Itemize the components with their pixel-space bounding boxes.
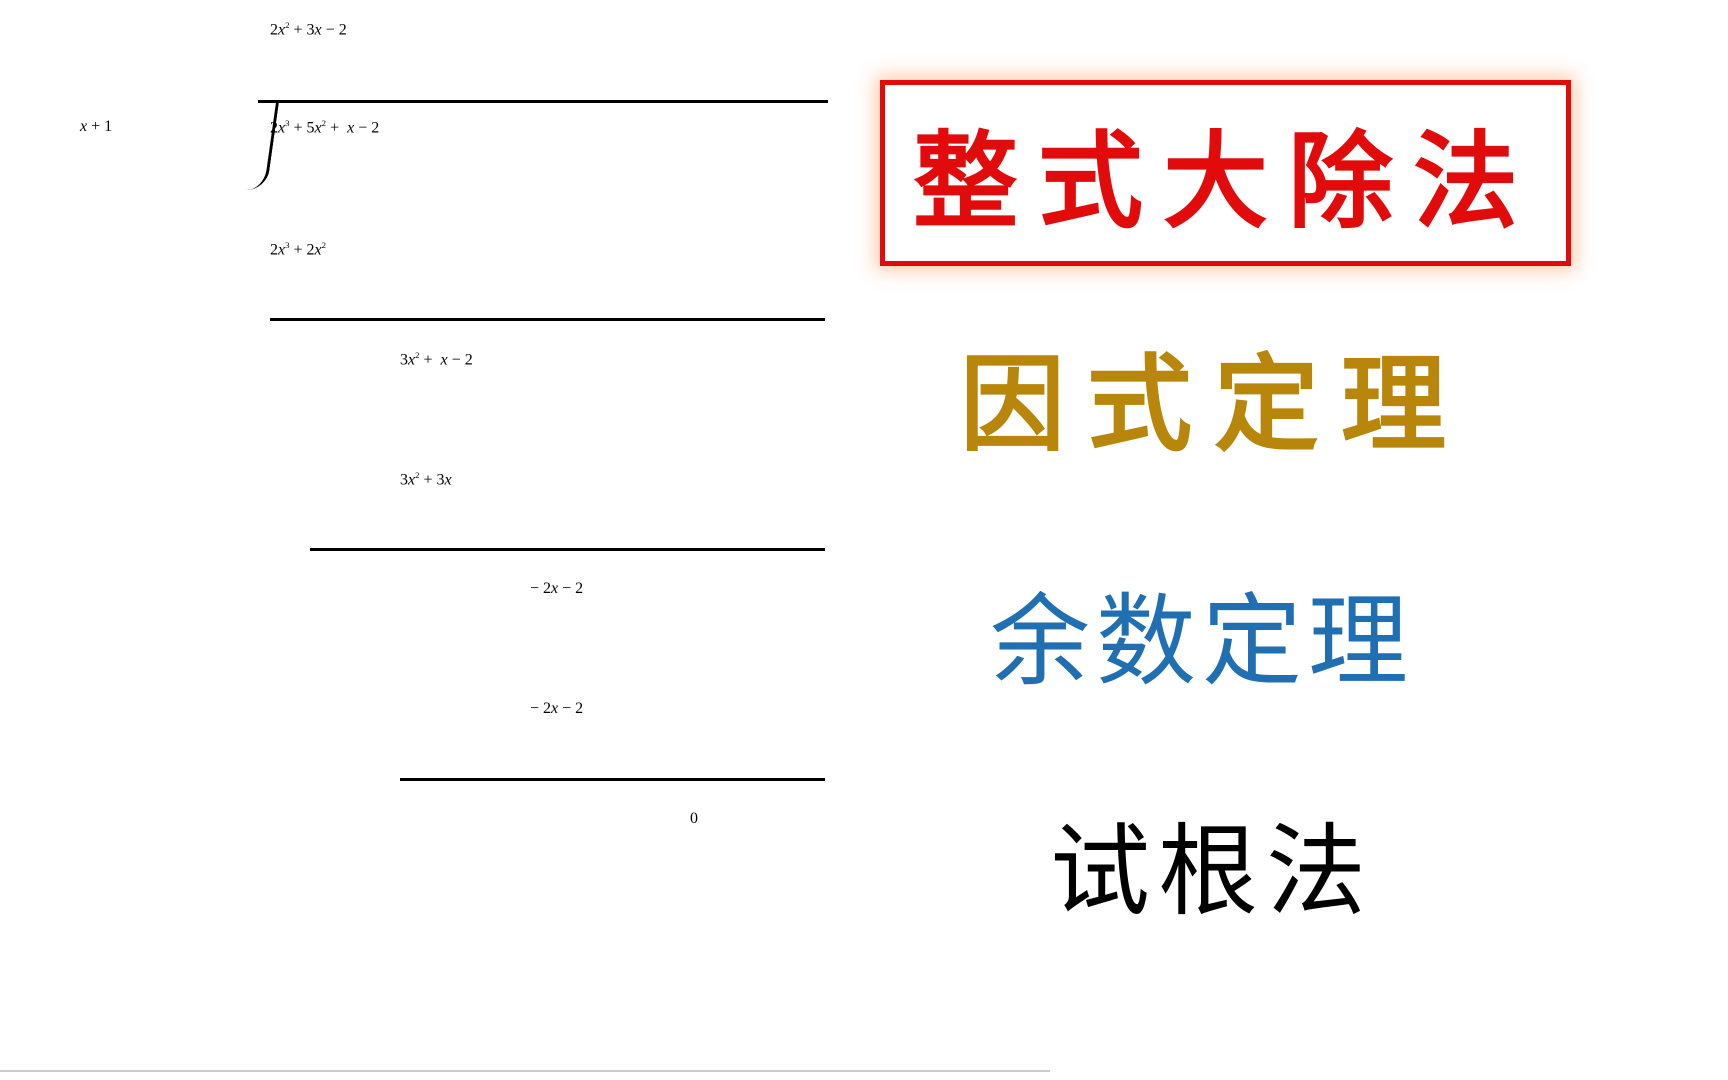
- step-4: − 2x − 2: [530, 580, 583, 598]
- rule-line-2: [310, 548, 825, 551]
- rule-line-3b: [400, 778, 825, 781]
- footer-rule: [0, 1070, 1050, 1072]
- title-rational-root-test: 试根法: [1050, 790, 1374, 935]
- step-1: 2x3 + 2x2: [270, 240, 326, 259]
- step-6-blank: [530, 810, 534, 828]
- rule-line-1: [270, 318, 825, 321]
- divisor: x + 1: [80, 118, 112, 136]
- title-remainder-theorem: 余数定理: [990, 560, 1414, 705]
- title-factor-theorem: 因式定理: [960, 320, 1468, 472]
- dividend: 2x3 + 5x2 + x − 2: [270, 118, 379, 137]
- remainder: 0: [690, 810, 698, 828]
- title-box: 整式大除法: [880, 80, 1571, 266]
- title-polynomial-long-division: 整式大除法: [880, 80, 1571, 266]
- step-3: 3x2 + 3x: [400, 470, 452, 489]
- division-hook: [234, 100, 280, 190]
- division-top-bar: [258, 100, 828, 103]
- quotient: 2x2 + 3x − 2: [270, 20, 347, 39]
- step-2: 3x2 + x − 2: [400, 350, 473, 369]
- step-5: − 2x − 2: [530, 700, 583, 718]
